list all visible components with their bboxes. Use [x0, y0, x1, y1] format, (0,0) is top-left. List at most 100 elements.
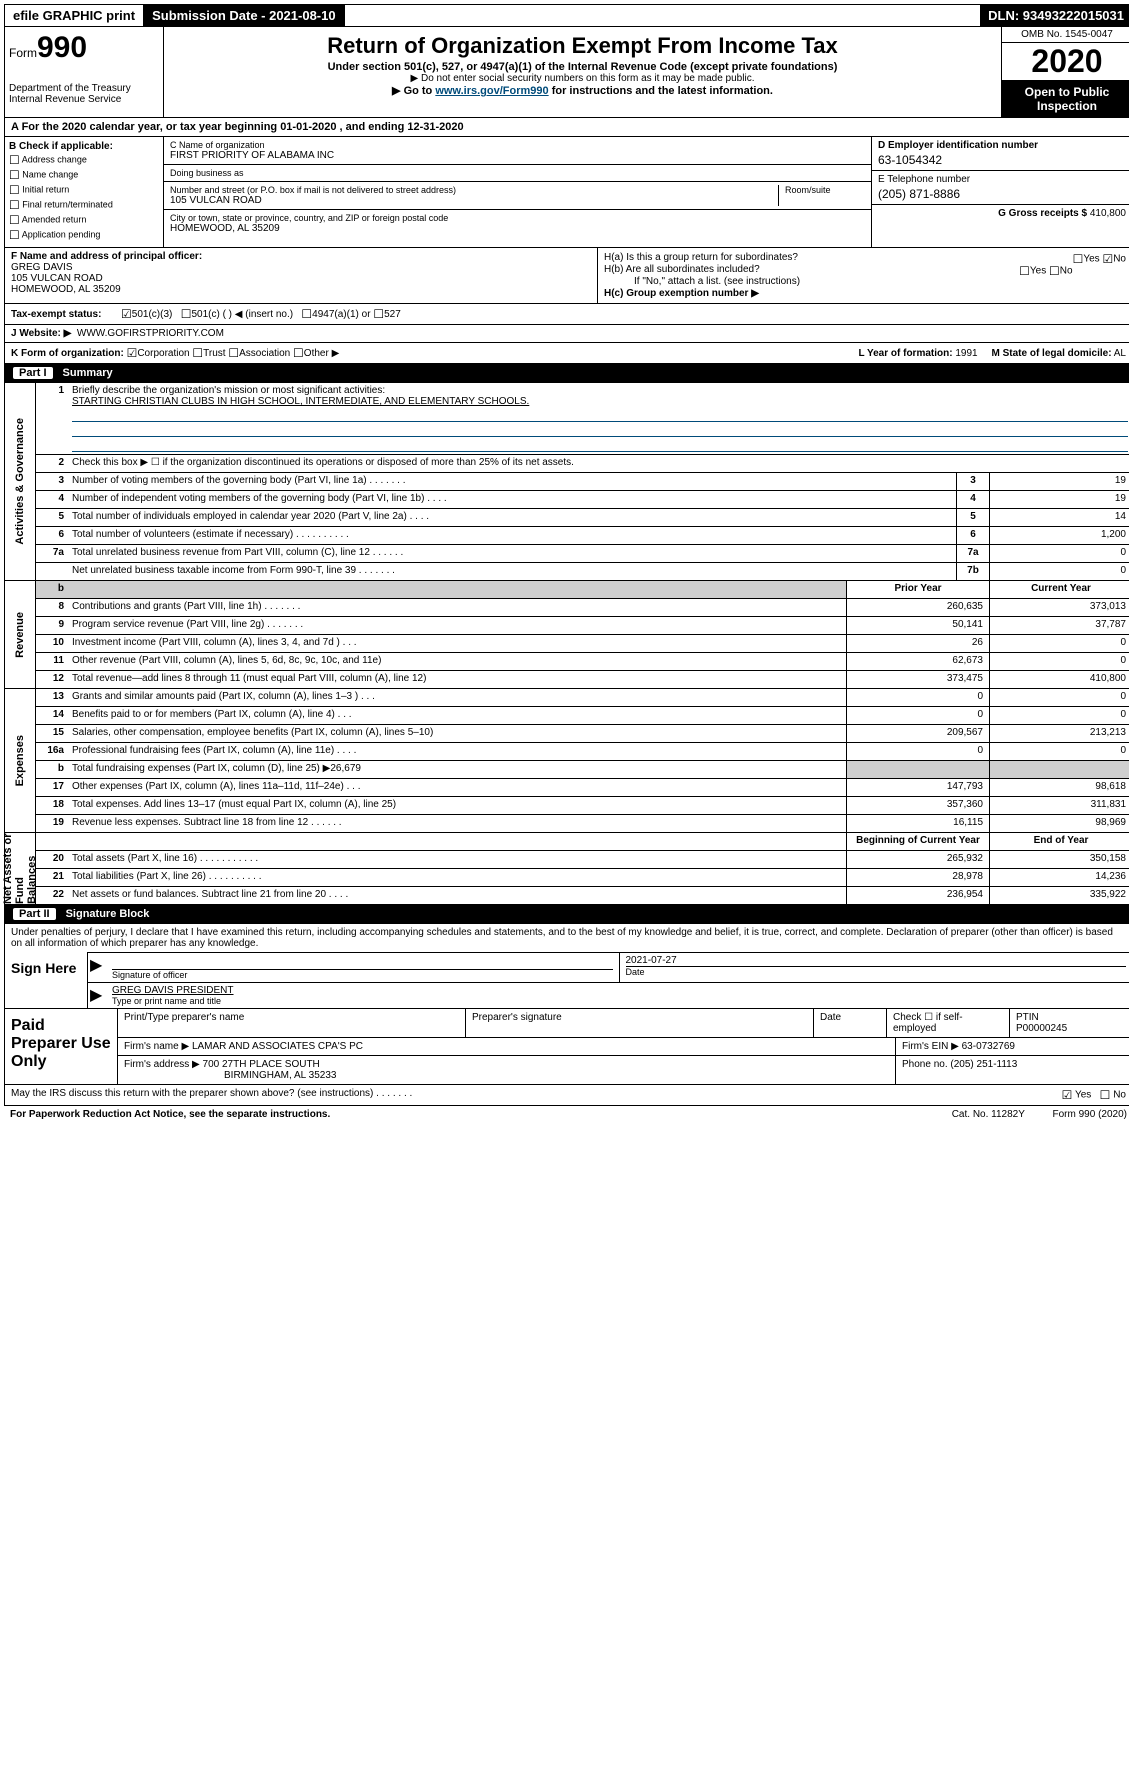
col-end: End of Year — [989, 833, 1129, 850]
room-label: Room/suite — [785, 185, 865, 195]
form-title: Return of Organization Exempt From Incom… — [172, 33, 993, 59]
city-label: City or town, state or province, country… — [170, 213, 865, 223]
summary-row: 10Investment income (Part VIII, column (… — [36, 635, 1129, 653]
efile-label[interactable]: efile GRAPHIC print — [5, 5, 144, 26]
summary-expenses: Expenses 13Grants and similar amounts pa… — [4, 689, 1129, 833]
sig-name-label: Type or print name and title — [112, 996, 1126, 1006]
summary-row: 14Benefits paid to or for members (Part … — [36, 707, 1129, 725]
paperwork-notice: For Paperwork Reduction Act Notice, see … — [10, 1109, 330, 1120]
hb-yesno: ☐Yes ☐No — [1019, 264, 1072, 278]
summary-row: 18Total expenses. Add lines 13–17 (must … — [36, 797, 1129, 815]
ein-label: D Employer identification number — [878, 140, 1126, 151]
summary-row: 11Other revenue (Part VIII, column (A), … — [36, 653, 1129, 671]
section-de: D Employer identification number 63-1054… — [871, 137, 1129, 247]
gross-value: 410,800 — [1090, 208, 1126, 219]
tax-exempt-row: Tax-exempt status: ☑ 501(c)(3) ☐ 501(c) … — [4, 304, 1129, 325]
summary-row: Net unrelated business taxable income fr… — [36, 563, 1129, 580]
discuss-no-check[interactable]: ☐ — [1100, 1088, 1111, 1102]
check-trust[interactable]: ☐ — [192, 346, 203, 360]
check-amended-return[interactable]: ☐ Amended return — [9, 213, 159, 227]
firm-ein-value: 63-0732769 — [962, 1041, 1015, 1052]
submission-date: Submission Date - 2021-08-10 — [144, 5, 345, 26]
summary-row: 4Number of independent voting members of… — [36, 491, 1129, 509]
cat-no: Cat. No. 11282Y — [952, 1109, 1025, 1120]
check-assoc[interactable]: ☐ — [228, 346, 239, 360]
summary-row: 3Number of voting members of the governi… — [36, 473, 1129, 491]
summary-row: 5Total number of individuals employed in… — [36, 509, 1129, 527]
form-subtitle-2: ▶ Do not enter social security numbers o… — [172, 73, 993, 84]
part1-header: Part I Summary — [4, 364, 1129, 383]
check-501c3[interactable]: ☑ — [121, 307, 132, 321]
check-4947[interactable]: ☐ — [301, 307, 312, 321]
part2-header: Part II Signature Block — [4, 905, 1129, 924]
form-header: Form990 Department of the Treasury Inter… — [4, 27, 1129, 118]
address-value: 105 VULCAN ROAD — [170, 195, 778, 206]
governance-vlabel: Activities & Governance — [5, 383, 36, 580]
tax-exempt-label: Tax-exempt status: — [11, 309, 101, 320]
prep-date-label: Date — [814, 1009, 887, 1037]
bottom-line: For Paperwork Reduction Act Notice, see … — [4, 1106, 1129, 1123]
prep-name-label: Print/Type preparer's name — [118, 1009, 466, 1037]
summary-row: 15Salaries, other compensation, employee… — [36, 725, 1129, 743]
check-initial-return[interactable]: ☐ Initial return — [9, 183, 159, 197]
sig-declaration: Under penalties of perjury, I declare th… — [5, 924, 1129, 952]
website-row: J Website: ▶ WWW.GOFIRSTPRIORITY.COM — [4, 325, 1129, 343]
check-application-pending[interactable]: ☐ Application pending — [9, 228, 159, 242]
website-value: WWW.GOFIRSTPRIORITY.COM — [77, 328, 224, 339]
summary-row: 12Total revenue—add lines 8 through 11 (… — [36, 671, 1129, 688]
check-name-change[interactable]: ☐ Name change — [9, 168, 159, 182]
ptin-label: PTIN — [1016, 1012, 1126, 1023]
q2-label: Check this box ▶ ☐ if the organization d… — [68, 455, 1129, 472]
section-b-label: B Check if applicable: — [9, 141, 159, 152]
korg-row: K Form of organization: ☑ Corporation ☐ … — [4, 343, 1129, 364]
check-527[interactable]: ☐ — [373, 307, 384, 321]
part2-title: Signature Block — [66, 908, 150, 920]
col-current: Current Year — [989, 581, 1129, 598]
year-formation-value: 1991 — [955, 348, 977, 359]
summary-governance: Activities & Governance 1 Briefly descri… — [4, 383, 1129, 581]
part1-num: Part I — [13, 367, 53, 379]
tax-year: 2020 — [1002, 43, 1129, 81]
phone-value: (205) 871-8886 — [878, 187, 1126, 201]
firm-ein-label: Firm's EIN ▶ — [902, 1041, 959, 1052]
firm-name-value: LAMAR AND ASSOCIATES CPA'S PC — [192, 1041, 363, 1052]
summary-row: bTotal fundraising expenses (Part IX, co… — [36, 761, 1129, 779]
discuss-yes-check[interactable]: ☑ — [1062, 1088, 1073, 1102]
check-501c[interactable]: ☐ — [181, 307, 192, 321]
instr-pre: ▶ Go to — [392, 85, 435, 97]
summary-row: 17Other expenses (Part IX, column (A), l… — [36, 779, 1129, 797]
hc-label: H(c) Group exemption number ▶ — [604, 288, 1126, 299]
summary-row: 9Program service revenue (Part VIII, lin… — [36, 617, 1129, 635]
hb-label: H(b) Are all subordinates included? — [604, 264, 760, 275]
form-subtitle-1: Under section 501(c), 527, or 4947(a)(1)… — [172, 61, 993, 73]
year-formation-label: L Year of formation: — [858, 348, 952, 359]
form-number: 990 — [37, 31, 87, 64]
website-label: J Website: ▶ — [11, 328, 71, 339]
part2-num: Part II — [13, 908, 56, 920]
state-domicile-label: M State of legal domicile: — [992, 348, 1112, 359]
check-if-applicable: B Check if applicable: ☐ Address change … — [5, 137, 164, 247]
firm-addr-value: 700 27TH PLACE SOUTH — [203, 1059, 320, 1070]
instr-post: for instructions and the latest informat… — [549, 85, 773, 97]
check-final-return[interactable]: ☐ Final return/terminated — [9, 198, 159, 212]
ha-yesno: ☐Yes ☑No — [1073, 252, 1126, 266]
check-other[interactable]: ☐ — [293, 346, 304, 360]
check-address-change[interactable]: ☐ Address change — [9, 153, 159, 167]
ptin-value: P00000245 — [1016, 1023, 1126, 1034]
netassets-vlabel: Net Assets or Fund Balances — [5, 833, 36, 904]
q1-label: Briefly describe the organization's miss… — [72, 385, 385, 396]
check-corp[interactable]: ☑ — [127, 346, 138, 360]
instructions-link[interactable]: www.irs.gov/Form990 — [435, 85, 548, 97]
sig-officer-label: Signature of officer — [112, 969, 613, 980]
sign-here-label: Sign Here — [5, 952, 88, 1008]
omb-number: OMB No. 1545-0047 — [1002, 27, 1129, 43]
firm-addr-label: Firm's address ▶ — [124, 1059, 200, 1070]
form-label: Form — [9, 46, 37, 60]
col-begin: Beginning of Current Year — [846, 833, 989, 850]
dba-label: Doing business as — [170, 168, 865, 178]
form-ref: Form 990 (2020) — [1053, 1109, 1127, 1120]
org-name: FIRST PRIORITY OF ALABAMA INC — [170, 150, 865, 161]
sig-name-value: GREG DAVIS PRESIDENT — [112, 985, 1126, 996]
discuss-row: May the IRS discuss this return with the… — [4, 1085, 1129, 1106]
ein-value: 63-1054342 — [878, 153, 1126, 167]
